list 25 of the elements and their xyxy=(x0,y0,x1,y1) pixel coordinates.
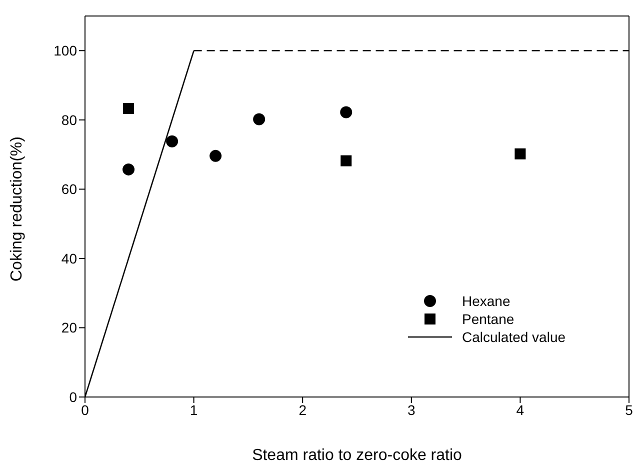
y-tick-label: 80 xyxy=(61,112,78,128)
y-tick-label: 40 xyxy=(61,250,78,266)
point xyxy=(340,106,352,118)
legend-label: Pentane xyxy=(462,310,514,328)
point xyxy=(210,150,222,162)
y-axis-title: Coking reduction(%) xyxy=(8,136,26,282)
x-tick-label: 2 xyxy=(298,402,307,418)
point xyxy=(340,155,352,166)
x-tick-label: 3 xyxy=(408,402,416,418)
point xyxy=(122,163,135,176)
legend-label: Calculated value xyxy=(462,328,566,346)
x-tick-label: 1 xyxy=(190,402,198,418)
y-tick-label: 0 xyxy=(69,388,78,405)
y-tick-label: 20 xyxy=(61,320,78,336)
y-tick-label: 100 xyxy=(54,42,78,59)
point xyxy=(514,148,526,160)
point xyxy=(166,135,178,148)
x-tick-label: 0 xyxy=(81,402,90,418)
point xyxy=(253,113,266,126)
x-axis-title: Steam ratio to zero-coke ratio xyxy=(252,447,462,464)
legend-label: Hexane xyxy=(462,292,510,310)
point xyxy=(123,102,134,114)
y-tick-label: 60 xyxy=(61,181,78,198)
x-tick-label: 4 xyxy=(516,402,524,418)
x-tick-label: 5 xyxy=(625,402,634,418)
